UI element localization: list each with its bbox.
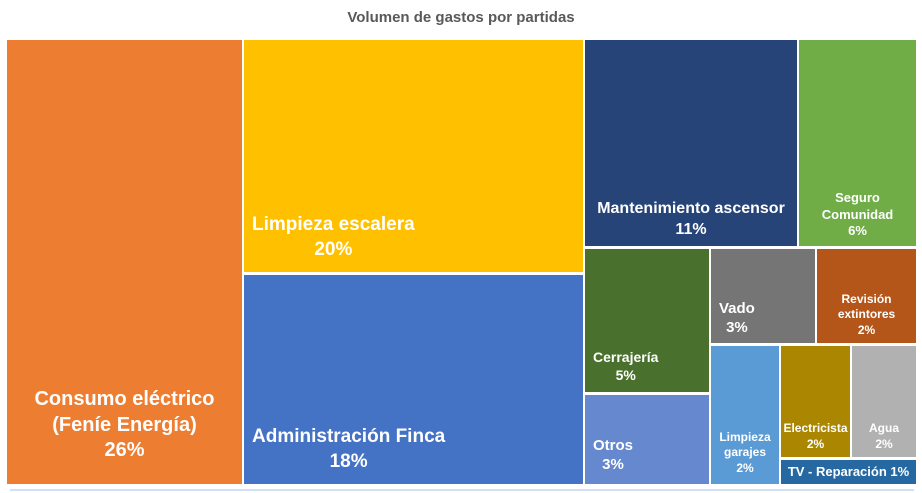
- treemap-block-limpieza-garajes: Limpieza garajes 2%: [711, 346, 779, 484]
- treemap-label-cerrajeria: Cerrajería 5%: [593, 349, 659, 384]
- treemap-block-agua: Agua 2%: [852, 346, 916, 457]
- treemap-percent-limpieza-escalera: 20%: [314, 238, 353, 260]
- treemap-percent-otros: 3%: [602, 455, 624, 473]
- treemap-block-limpieza-escalera: Limpieza escalera 20%: [244, 40, 583, 272]
- chart-title: Volumen de gastos por partidas: [347, 9, 575, 26]
- treemap-block-mantenimiento-ascensor: Mantenimiento ascensor 11%: [585, 40, 797, 246]
- treemap-label-agua: Agua 2%: [852, 421, 916, 452]
- treemap-label-otros: Otros 3%: [593, 436, 634, 473]
- treemap-percent-limpieza-garajes: 2%: [736, 460, 754, 475]
- treemap-label-consumo-electrico: Consumo eléctrico (Feníe Energía) 26%: [7, 387, 242, 464]
- treemap-block-consumo-electrico: Consumo eléctrico (Feníe Energía) 26%: [7, 40, 242, 484]
- treemap-block-otros: Otros 3%: [585, 395, 709, 484]
- treemap-label-limpieza-garajes: Limpieza garajes 2%: [711, 430, 779, 476]
- treemap-label-seguro-comunidad: Seguro Comunidad 6%: [799, 190, 916, 240]
- treemap-block-administracion-finca: Administración Finca 18%: [244, 275, 583, 484]
- treemap-label-limpieza-escalera: Limpieza escalera 20%: [252, 213, 415, 262]
- treemap-label-vado: Vado 3%: [719, 299, 755, 336]
- treemap-label-administracion-finca: Administración Finca 18%: [252, 425, 445, 474]
- treemap-percent-electricista: 2%: [806, 436, 825, 451]
- treemap-block-revision-extintores: Revisión extintores 2%: [817, 249, 916, 343]
- treemap-plot: Consumo eléctrico (Feníe Energía) 26% Limpi…: [7, 38, 917, 485]
- treemap-percent-consumo-electrico: 26%: [104, 439, 145, 462]
- treemap-label-tv-reparacion: TV - Reparación 1%: [787, 464, 910, 480]
- treemap-percent-seguro-comunidad: 6%: [848, 223, 867, 239]
- treemap-block-electricista: Electricista 2%: [781, 346, 850, 457]
- treemap-label-revision-extintores: Revisión extintores 2%: [817, 292, 916, 338]
- treemap-label-mantenimiento-ascensor: Mantenimiento ascensor 11%: [585, 199, 797, 240]
- treemap-block-tv-reparacion: TV - Reparación 1%: [781, 460, 916, 484]
- treemap-block-seguro-comunidad: Seguro Comunidad 6%: [799, 40, 916, 246]
- treemap-percent-vado: 3%: [726, 318, 748, 336]
- treemap-block-cerrajeria: Cerrajería 5%: [585, 249, 709, 392]
- treemap-label-electricista: Electricista 2%: [781, 421, 850, 452]
- treemap-block-vado: Vado 3%: [711, 249, 815, 343]
- bottom-edge-line: [10, 489, 914, 491]
- treemap-percent-cerrajeria: 5%: [615, 367, 636, 384]
- treemap-percent-revision-extintores: 2%: [857, 322, 876, 337]
- treemap-percent-administracion-finca: 18%: [329, 450, 368, 472]
- treemap-percent-mantenimiento-ascensor: 11%: [675, 220, 707, 238]
- treemap-percent-agua: 2%: [875, 436, 893, 451]
